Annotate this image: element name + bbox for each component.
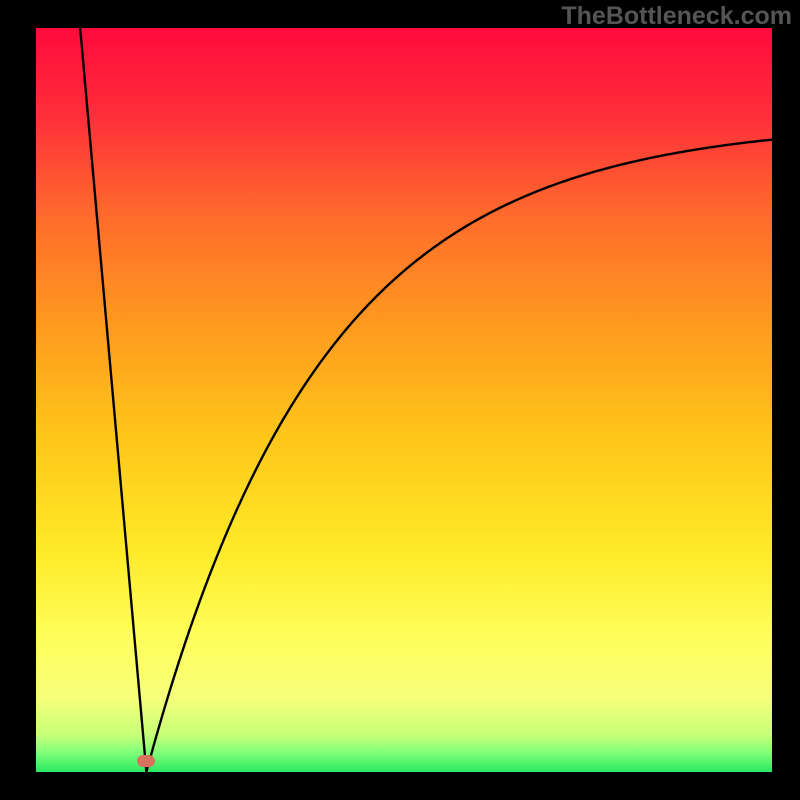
chart-frame: TheBottleneck.com [0,0,800,800]
plot-area [36,28,772,772]
watermark-text: TheBottleneck.com [561,2,792,31]
bottleneck-curve-path [80,28,772,772]
optimal-point-marker [137,755,155,767]
bottleneck-curve [36,28,772,772]
